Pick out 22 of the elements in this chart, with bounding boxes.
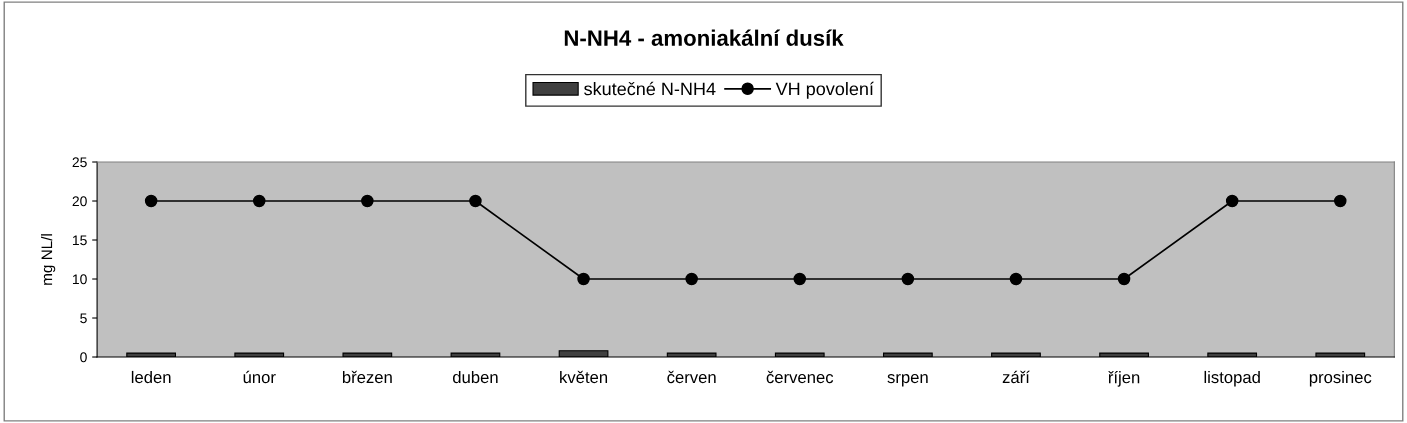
x-tick-label: leden: [131, 370, 171, 384]
x-tick-label: březen: [342, 370, 392, 384]
x-tick-label: prosinec: [1309, 370, 1372, 387]
x-tick-label: červenec: [766, 370, 834, 384]
chart-title: N-NH4 - amoniakální dusík: [564, 29, 844, 46]
y-tick-label: 25: [72, 157, 87, 168]
y-tick-label: 15: [72, 235, 87, 246]
y-tick-label: 0: [80, 352, 87, 363]
x-tick-label: listopad: [1204, 370, 1260, 387]
legend-label: skutečné N-NH4: [584, 81, 716, 96]
x-tick-label: květen: [560, 370, 608, 384]
x-tick-label: září: [1002, 370, 1030, 384]
y-tick-label: 10: [72, 274, 87, 285]
y-tick-label: 5: [80, 313, 87, 324]
y-tick-label: 20: [72, 196, 87, 207]
x-tick-label: srpen: [887, 374, 928, 387]
legend-label: VH povolení: [775, 81, 874, 99]
x-tick-label: říjen: [1108, 370, 1140, 387]
x-tick-label: duben: [452, 370, 498, 384]
x-tick-label: červen: [667, 370, 716, 384]
x-tick-label: únor: [243, 370, 276, 384]
y-axis-title: mg NL/l: [41, 234, 56, 285]
